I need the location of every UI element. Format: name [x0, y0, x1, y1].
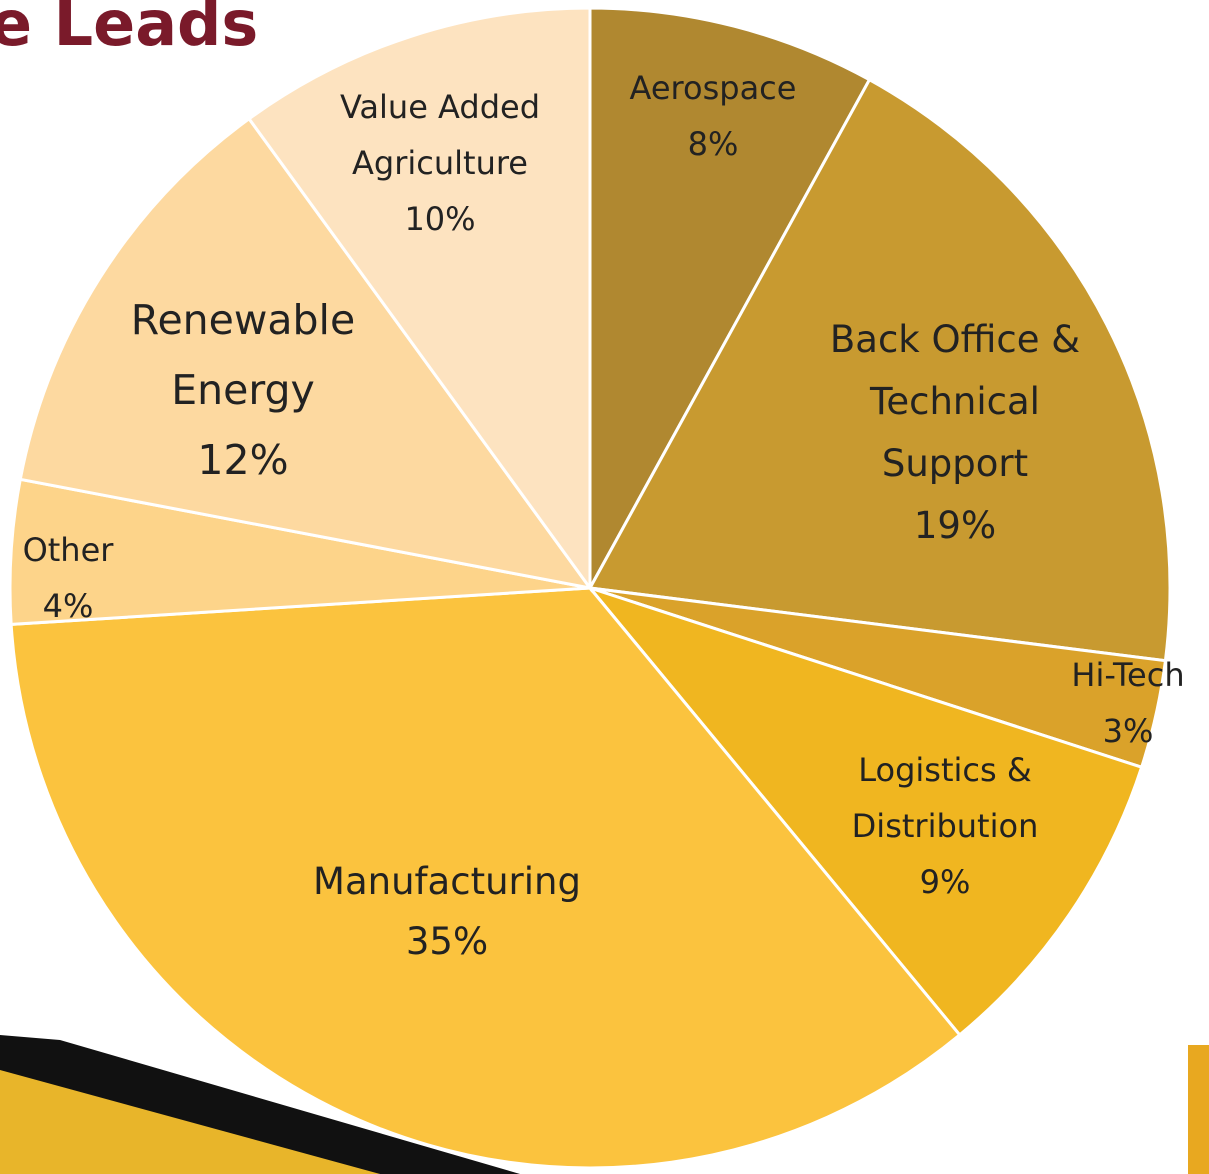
value-label: 8% — [687, 125, 739, 163]
data-label: Other 4% — [8, 522, 128, 634]
data-label: Renewable Energy 12% — [108, 285, 378, 495]
data-label-box: Logistics & Distribution 9% — [825, 742, 1065, 910]
category-label: Renewable Energy — [130, 296, 356, 414]
pie-slice — [9, 586, 962, 1170]
data-label: Back Office & Technical Support 19% — [805, 309, 1105, 557]
chart-title: e Leads — [0, 0, 258, 60]
value-label: 3% — [1102, 712, 1154, 750]
data-label-box: Other 4% — [8, 522, 128, 634]
decor-logo — [1188, 1045, 1209, 1174]
category-label: Hi-Tech — [1071, 656, 1185, 694]
pie-slice — [587, 77, 1172, 663]
category-label: Other — [22, 531, 114, 569]
data-label-box: Renewable Energy 12% — [108, 285, 378, 495]
value-label: 9% — [919, 863, 971, 901]
data-label-box: Back Office & Technical Support 19% — [805, 309, 1105, 557]
data-label-box: Hi-Tech 3% — [1048, 647, 1208, 759]
category-label: Manufacturing — [313, 860, 581, 903]
data-label-box: Value Added Agriculture 10% — [315, 79, 565, 247]
data-label-box: Aerospace 8% — [603, 60, 823, 172]
data-label: Aerospace 8% — [603, 60, 823, 172]
value-label: 4% — [42, 587, 94, 625]
pie-slice — [588, 6, 872, 589]
category-label: Logistics & Distribution — [851, 751, 1039, 845]
data-label: Logistics & Distribution 9% — [825, 742, 1065, 910]
decor-line — [0, 1035, 520, 1174]
data-label: Hi-Tech 3% — [1048, 647, 1208, 759]
value-label: 19% — [913, 504, 997, 547]
data-label: Value Added Agriculture 10% — [315, 79, 565, 247]
value-label: 10% — [404, 200, 476, 238]
value-label: 12% — [197, 436, 289, 484]
pie-slice — [246, 6, 592, 593]
data-label: Manufacturing 35% — [277, 852, 617, 972]
pie-slice — [585, 584, 1144, 1038]
category-label: Value Added Agriculture — [340, 88, 540, 182]
value-label: 35% — [405, 920, 489, 963]
data-label-box: Manufacturing 35% — [277, 852, 617, 972]
category-label: Back Office & Technical Support — [829, 318, 1081, 485]
pie-slice — [18, 116, 594, 591]
category-label: Aerospace — [629, 69, 797, 107]
